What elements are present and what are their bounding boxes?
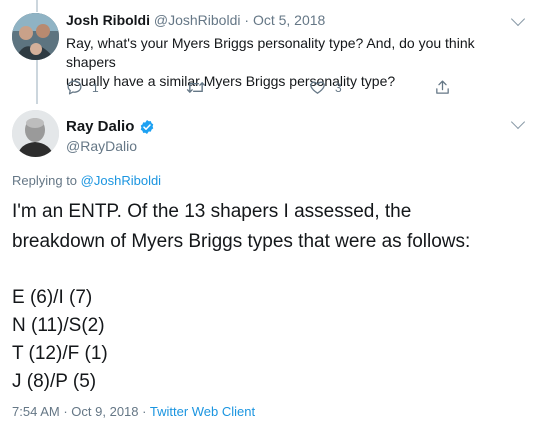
tweet-text-line: Ray, what's your Myers Briggs personalit… [66,35,475,70]
separator-dot: · [142,404,147,419]
replying-to-link[interactable]: @JoshRiboldi [80,173,162,188]
thread-connector-top [36,0,38,12]
like-button[interactable]: 3 [309,79,342,96]
tweet2-footer: 7:54 AM · Oct 9, 2018 · Twitter Web Clie… [12,404,255,419]
author-handle[interactable]: @JoshRiboldi [153,12,241,28]
chevron-down-icon[interactable] [510,114,526,130]
reply-button[interactable]: 1 [66,79,99,96]
separator-dot: · [63,404,68,419]
avatar-ray-dalio[interactable] [12,110,59,157]
thread-connector [36,60,38,104]
tweet1-actions: 1 3 [66,79,466,99]
tweet2-author[interactable]: Ray Dalio [66,118,155,135]
tweet-date[interactable]: Oct 5, 2018 [252,12,326,28]
tweet-body-line: I'm an ENTP. Of the 13 shapers I assesse… [12,201,412,222]
replying-prefix: Replying to [12,173,78,188]
tweet-date[interactable]: Oct 9, 2018 [71,404,139,419]
author-handle[interactable]: @RayDalio [66,138,138,154]
tweet-body-line: J (8)/P (5) [12,371,97,392]
author-name[interactable]: Ray Dalio [66,118,135,135]
tweet-body-line: E (6)/I (7) [12,287,93,308]
speech-bubble-icon [67,80,82,95]
client-link[interactable]: Twitter Web Client [149,404,256,419]
reply-count: 1 [92,80,99,95]
tweet-body-line: N (11)/S(2) [12,315,105,336]
separator-dot: · [244,12,250,28]
author-name[interactable]: Josh Riboldi [66,12,150,28]
share-button[interactable] [434,79,451,96]
tweet-time[interactable]: 7:54 AM [12,404,60,419]
share-icon [436,80,449,94]
chevron-down-icon[interactable] [510,11,526,27]
like-count: 3 [335,80,342,95]
heart-icon [310,81,325,94]
replying-to: Replying to @JoshRiboldi [12,173,161,188]
avatar-josh-riboldi[interactable] [12,13,59,60]
tweet-text-line: usually have a similar Myers Briggs pers… [66,73,396,89]
retweet-button[interactable] [186,79,215,96]
verified-badge-icon [141,119,154,134]
tweet-body-line: breakdown of Myers Briggs types that wer… [12,231,471,252]
tweet1-text: Ray, what's your Myers Briggs personalit… [66,34,526,91]
tweet1-header: Josh Riboldi @JoshRiboldi · Oct 5, 2018 [66,12,325,28]
tweet-body-line: T (12)/F (1) [12,343,108,364]
retweet-icon [186,82,206,93]
